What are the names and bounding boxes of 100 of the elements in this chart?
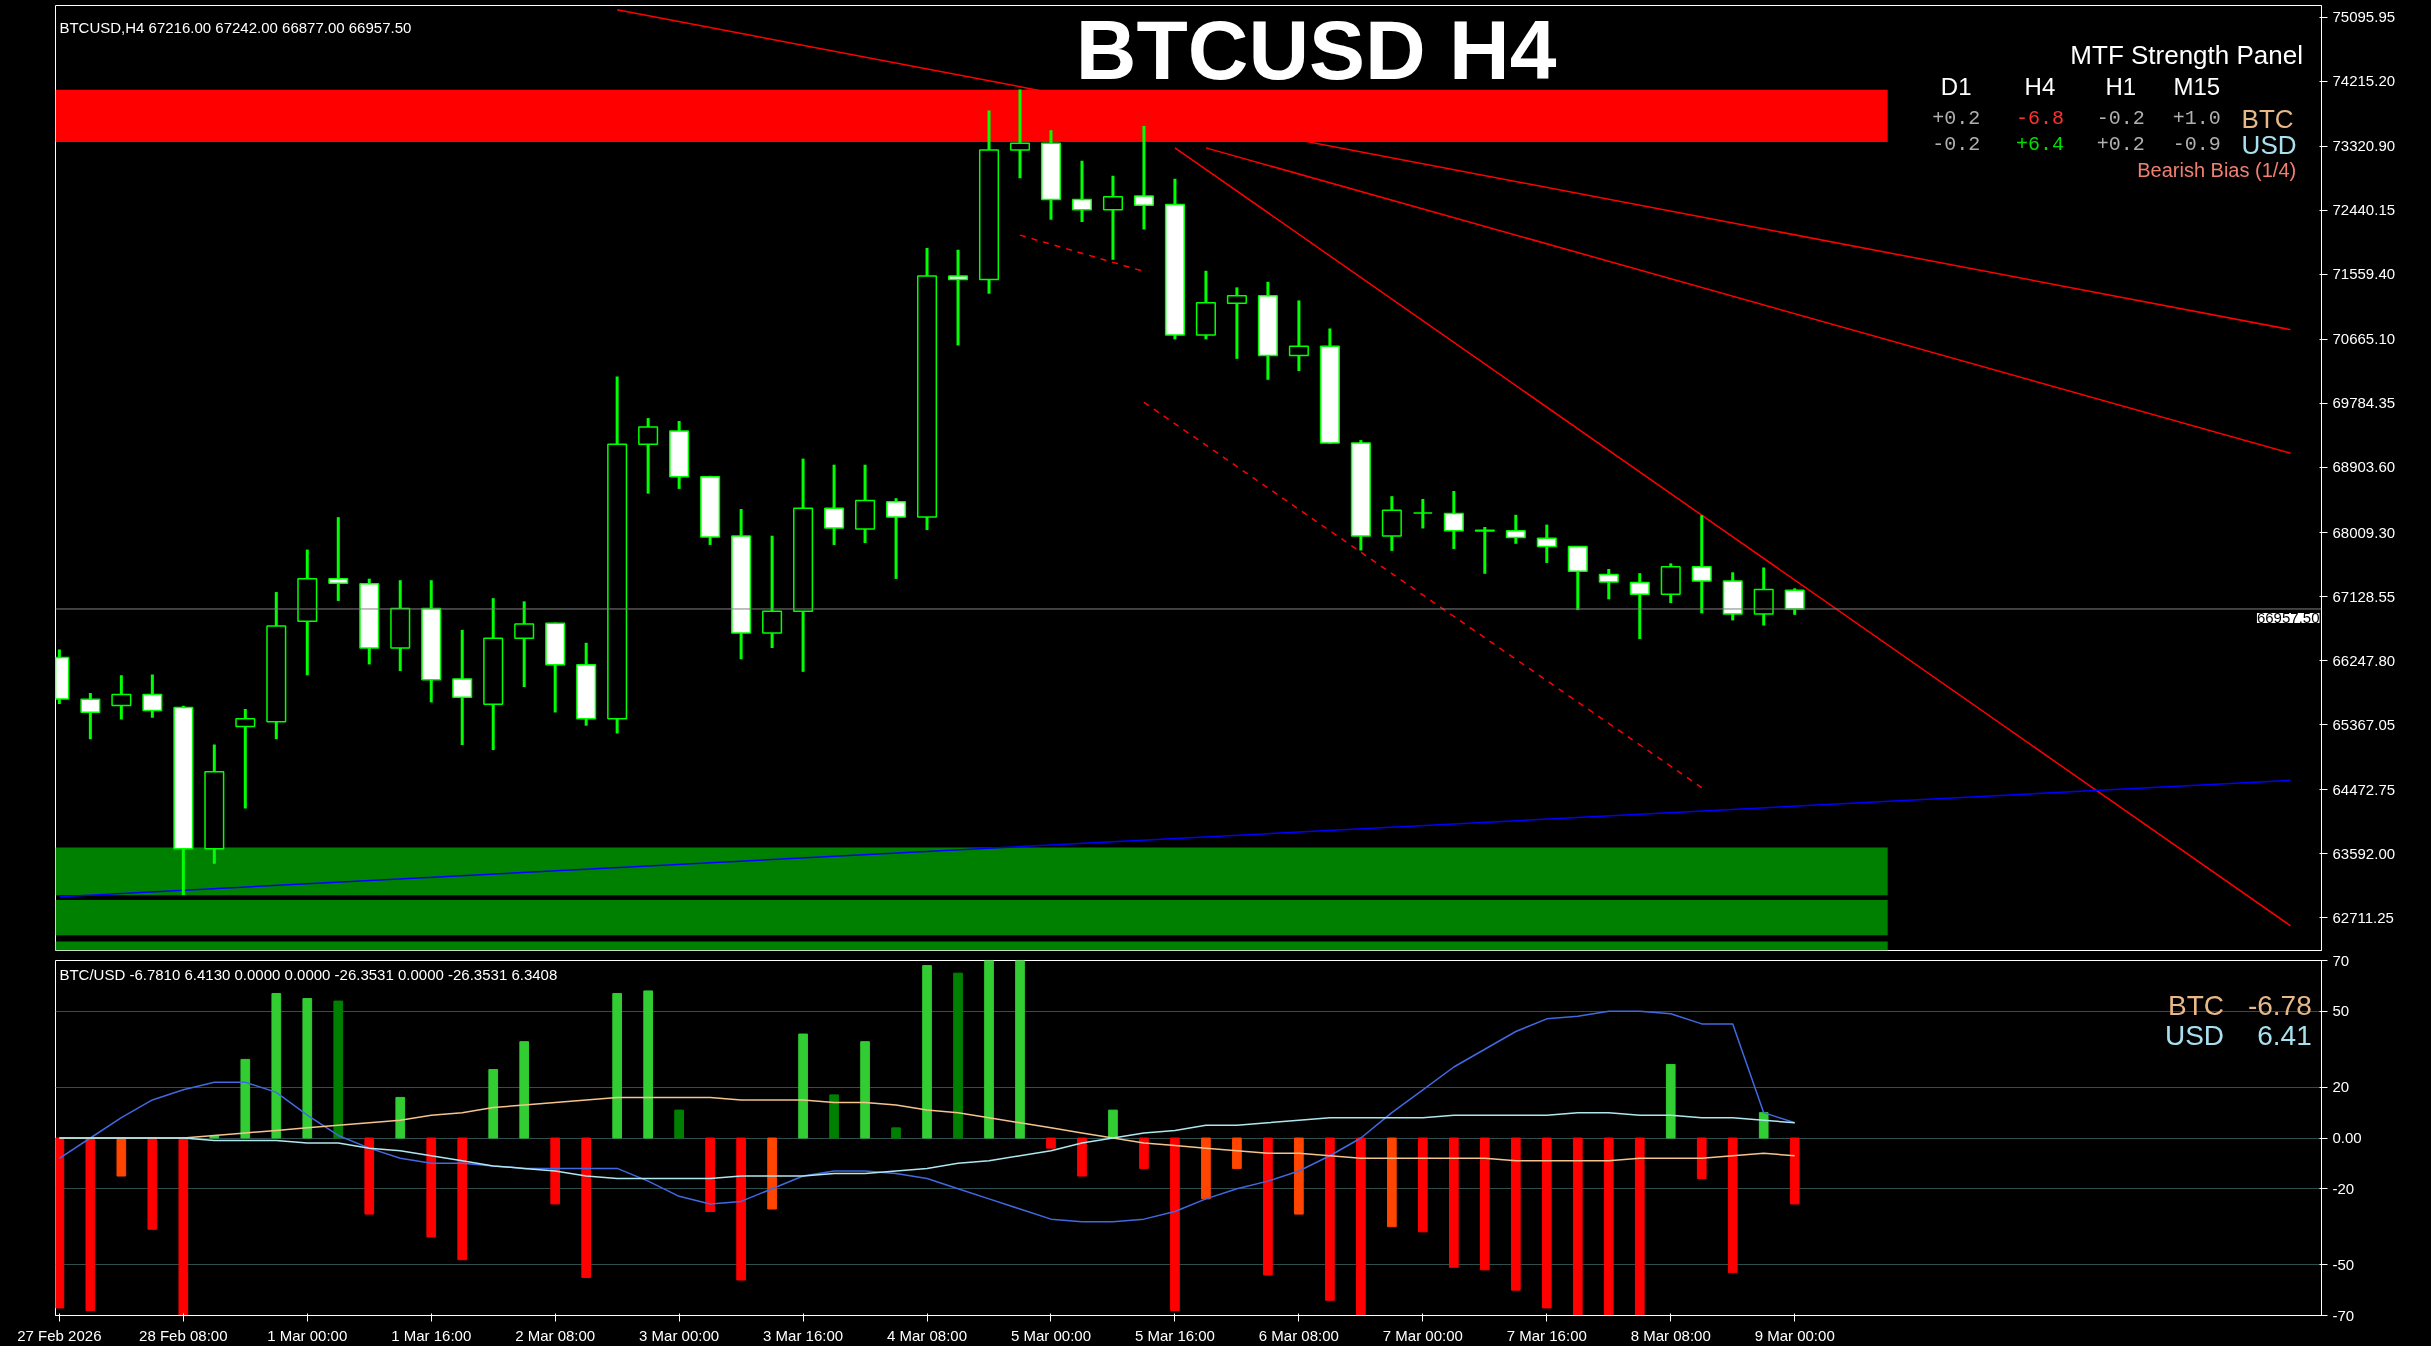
x-tick-label: 27 Feb 2026 (17, 1326, 102, 1344)
bar (1139, 1137, 1149, 1169)
candlestick (1009, 89, 1031, 180)
y-tick-label: 68903.60 (2332, 458, 2396, 476)
candlestick (762, 535, 783, 648)
annotation: MTF Strength Panel (2070, 39, 2303, 70)
bar (395, 1096, 406, 1139)
y-tick-label: 71559.40 (2332, 265, 2396, 283)
y-tick-label: 70 (2332, 951, 2350, 969)
annotation: +0.2 (2096, 132, 2145, 156)
annotation: H1 (2105, 73, 2137, 101)
bar (1108, 1109, 1118, 1139)
bar (426, 1137, 437, 1238)
y-tick-label: 72440.15 (2332, 201, 2396, 219)
x-tick-label: 3 Mar 00:00 (639, 1326, 720, 1344)
bar (1510, 1137, 1521, 1291)
annotation: BTC (2168, 989, 2225, 1021)
bar (1758, 1112, 1769, 1139)
annotation: -0.9 (2172, 132, 2221, 156)
x-tick-label: 5 Mar 00:00 (1010, 1326, 1092, 1344)
candlestick (1071, 159, 1093, 222)
y-tick-label: 50 (2332, 1002, 2350, 1020)
annotation: Bearish Bias (1/4) (2137, 158, 2297, 181)
bar (1232, 1137, 1242, 1169)
x-tick-label: 1 Mar 00:00 (267, 1326, 348, 1344)
candlestick (1784, 588, 1805, 615)
annotation: H4 (2024, 73, 2056, 101)
annotation: +0.2 (1932, 106, 1981, 130)
y-tick-label: 68009.30 (2332, 523, 2396, 541)
bar (178, 1137, 189, 1316)
annotation: BTC/USD -6.7810 6.4130 0.0000 0.0000 -26.3531 0.0000 -26.3531 6.3408 (59, 965, 558, 983)
annotation: USD (2164, 1019, 2225, 1051)
y-tick-label: 64472.75 (2332, 780, 2396, 798)
ref-line-label: 66957.50 (2256, 608, 2320, 626)
bar (1479, 1137, 1490, 1271)
candlestick (1412, 499, 1433, 529)
x-tick-label: 9 Mar 00:00 (1754, 1326, 1835, 1344)
candlestick (947, 249, 969, 346)
bar (1170, 1137, 1180, 1311)
x-tick-label: 7 Mar 16:00 (1506, 1326, 1587, 1344)
x-tick-label: 4 Mar 08:00 (887, 1326, 968, 1344)
line-series (58, 1010, 1796, 1223)
y-tick-label: 69784.35 (2332, 394, 2396, 412)
candlestick (1288, 300, 1309, 371)
x-tick-label: 5 Mar 16:00 (1134, 1326, 1215, 1344)
bar (829, 1094, 839, 1139)
bar (922, 965, 932, 1139)
candlestick (142, 674, 163, 718)
candlestick (1629, 573, 1650, 639)
candlestick (1505, 513, 1526, 544)
bar (1449, 1137, 1459, 1268)
annotation: -0.2 (2096, 106, 2145, 130)
y-tick-label: 70665.10 (2332, 330, 2396, 348)
candlestick (638, 418, 659, 494)
candlestick (1102, 174, 1124, 260)
bar (364, 1137, 375, 1215)
candlestick (111, 675, 132, 720)
candlestick (1536, 524, 1557, 563)
x-tick-label: 3 Mar 16:00 (763, 1326, 844, 1344)
candlestick (80, 692, 101, 741)
candlestick (1226, 287, 1247, 359)
bar (767, 1137, 777, 1210)
bar (798, 1033, 808, 1139)
y-tick-label: -50 (2332, 1255, 2355, 1273)
y-tick-label: 66247.80 (2332, 651, 2396, 669)
bar (1541, 1137, 1552, 1309)
annotation: 6.41 (2257, 1019, 2312, 1051)
bar (891, 1127, 901, 1139)
bar (1325, 1137, 1335, 1301)
bar (1789, 1137, 1800, 1205)
bar (984, 960, 994, 1139)
candlestick (452, 628, 473, 747)
annotation: -0.2 (1932, 132, 1981, 156)
annotation: +6.4 (2015, 132, 2064, 156)
bar (519, 1041, 530, 1139)
bar (705, 1137, 715, 1213)
bar (1356, 1137, 1366, 1316)
chart-title: BTCUSD H4 (1075, 3, 1557, 98)
candlestick (328, 517, 349, 601)
x-tick-label: 2 Mar 08:00 (515, 1326, 596, 1344)
bar (736, 1137, 746, 1281)
bar (1201, 1137, 1211, 1200)
bar (147, 1137, 158, 1230)
bar (488, 1069, 499, 1139)
bar (581, 1137, 592, 1278)
line-series (58, 1111, 1796, 1180)
bar (550, 1137, 561, 1205)
annotation: +1.0 (2172, 106, 2221, 130)
bar (1665, 1063, 1676, 1139)
bar (1603, 1137, 1614, 1316)
candlestick (1133, 126, 1154, 230)
bar (674, 1109, 684, 1139)
y-tick-label: 74215.20 (2332, 72, 2396, 90)
y-tick-label: 0.00 (2332, 1129, 2362, 1146)
annotation: BTCUSD,H4 67216.00 67242.00 66877.00 66957.50 (59, 18, 412, 36)
bar (85, 1137, 96, 1311)
candlestick (514, 601, 535, 688)
bar (116, 1137, 127, 1177)
bar (1696, 1137, 1707, 1180)
candlestick (1443, 491, 1464, 549)
